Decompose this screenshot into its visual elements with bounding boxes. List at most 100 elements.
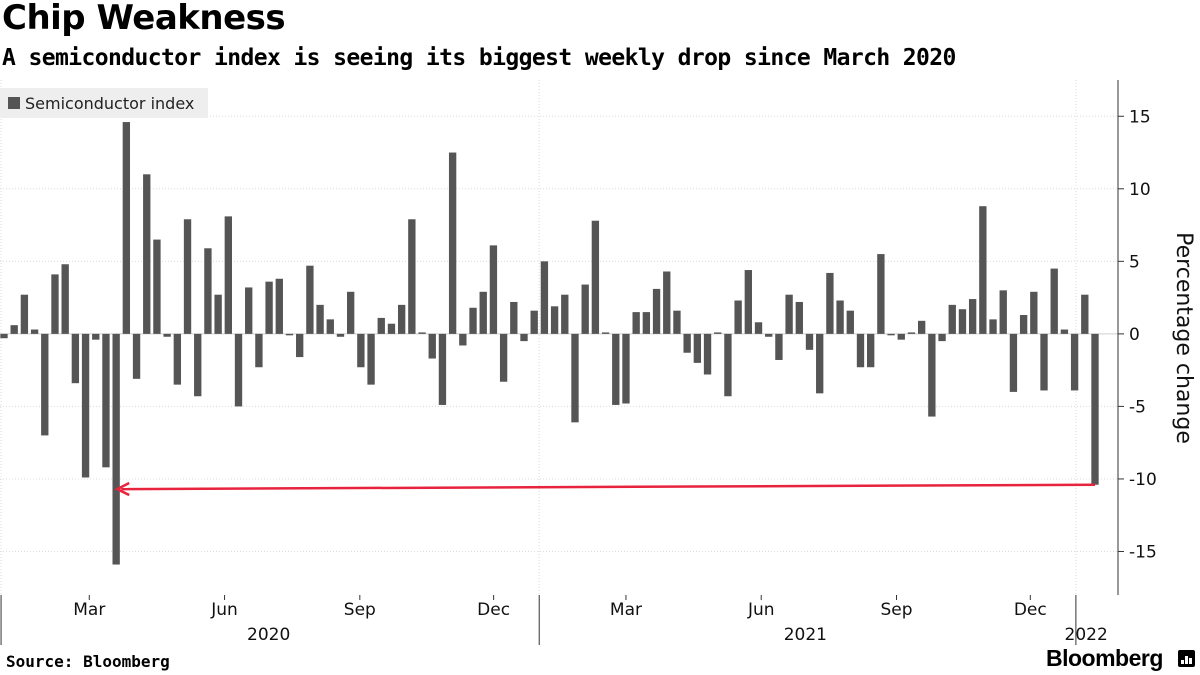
y-tick-label: 10 bbox=[1129, 180, 1151, 200]
bar bbox=[71, 333, 80, 384]
bar bbox=[520, 333, 528, 342]
bar bbox=[10, 325, 18, 334]
x-tick-label: Mar bbox=[73, 600, 105, 620]
bar-series bbox=[0, 122, 1099, 565]
bar bbox=[836, 300, 844, 334]
bar bbox=[765, 333, 773, 337]
legend-swatch bbox=[8, 97, 20, 109]
arrow-line bbox=[121, 483, 1096, 491]
bar bbox=[1050, 268, 1058, 334]
bar bbox=[143, 174, 151, 334]
bar bbox=[234, 333, 243, 407]
bloomberg-terminal-icon bbox=[1178, 650, 1195, 667]
bar bbox=[775, 333, 783, 360]
legend: Semiconductor index bbox=[0, 88, 208, 118]
bar bbox=[744, 270, 752, 334]
chart-subtitle: A semiconductor index is seeing its bigg… bbox=[2, 45, 956, 71]
bar bbox=[805, 333, 814, 350]
bar bbox=[816, 333, 824, 394]
bar bbox=[979, 206, 987, 334]
bar bbox=[897, 333, 905, 340]
bar bbox=[968, 299, 977, 334]
bar bbox=[928, 333, 936, 417]
x-tick-label: Jun bbox=[747, 600, 775, 620]
bar bbox=[958, 309, 967, 334]
bar bbox=[663, 271, 671, 334]
y-axis-title: Percentage change bbox=[1171, 232, 1196, 444]
bar bbox=[1009, 333, 1018, 392]
y-tick-label: 0 bbox=[1129, 325, 1140, 345]
bar bbox=[387, 323, 396, 334]
bar bbox=[540, 261, 549, 334]
axes: 15 10 5 0 -5 -10 -15 Percentage change Mar Jun Sep… bbox=[0, 80, 1196, 645]
bar bbox=[1040, 333, 1048, 391]
bar bbox=[153, 239, 161, 334]
y-tick-label: -10 bbox=[1129, 470, 1157, 490]
x-tick-label: Dec bbox=[477, 600, 510, 620]
bar bbox=[1081, 294, 1089, 334]
bar bbox=[673, 310, 681, 334]
x-tick-label: Sep bbox=[880, 600, 912, 620]
bar bbox=[703, 333, 712, 375]
x-tick-label: Dec bbox=[1014, 600, 1047, 620]
bar bbox=[296, 333, 304, 358]
bar bbox=[214, 294, 222, 334]
x-tick-label: Mar bbox=[610, 600, 642, 620]
x-year-label: 2020 bbox=[247, 625, 290, 645]
bar bbox=[887, 333, 895, 336]
bar bbox=[204, 248, 212, 334]
y-tick-label: -5 bbox=[1129, 397, 1146, 417]
bar bbox=[285, 333, 294, 336]
bar bbox=[693, 333, 702, 363]
bar bbox=[306, 265, 314, 334]
bar bbox=[867, 333, 875, 368]
bar bbox=[316, 304, 324, 334]
bar bbox=[877, 254, 885, 334]
bar bbox=[224, 216, 232, 334]
bar bbox=[795, 301, 803, 334]
bar bbox=[92, 333, 100, 340]
x-year-label: 2022 bbox=[1065, 625, 1108, 645]
bar bbox=[714, 332, 722, 334]
bar bbox=[601, 332, 610, 334]
bar bbox=[367, 333, 375, 385]
bar bbox=[357, 333, 365, 368]
bar bbox=[61, 264, 69, 334]
bar bbox=[336, 333, 345, 337]
x-tick-label: Jun bbox=[210, 600, 238, 620]
bar bbox=[132, 333, 141, 379]
bar bbox=[41, 333, 49, 436]
bar bbox=[163, 333, 171, 337]
bar bbox=[652, 288, 661, 334]
legend-label: Semiconductor index bbox=[25, 93, 195, 113]
arrow-head bbox=[114, 481, 130, 497]
bar bbox=[438, 333, 447, 405]
bar bbox=[81, 333, 90, 478]
bar bbox=[489, 245, 498, 334]
bar bbox=[948, 304, 956, 334]
bar bbox=[459, 333, 467, 346]
bar bbox=[0, 333, 8, 339]
bar bbox=[326, 319, 334, 334]
bar bbox=[510, 301, 518, 334]
bar bbox=[245, 287, 253, 334]
bar bbox=[734, 300, 742, 334]
bar bbox=[275, 278, 283, 334]
bar bbox=[999, 290, 1007, 334]
y-tick-label: 5 bbox=[1129, 252, 1140, 272]
bar bbox=[51, 274, 59, 334]
bar bbox=[377, 317, 385, 334]
bar bbox=[1091, 333, 1099, 485]
bar bbox=[1060, 329, 1069, 334]
y-tick-label: 15 bbox=[1129, 107, 1151, 127]
bar bbox=[632, 312, 640, 334]
bar bbox=[724, 333, 732, 397]
bar bbox=[571, 333, 579, 423]
bar bbox=[194, 333, 202, 397]
bar bbox=[642, 312, 651, 334]
bar bbox=[265, 281, 273, 334]
bar bbox=[173, 333, 182, 385]
bar bbox=[826, 272, 834, 334]
bar bbox=[530, 310, 538, 334]
bar bbox=[1070, 333, 1079, 391]
